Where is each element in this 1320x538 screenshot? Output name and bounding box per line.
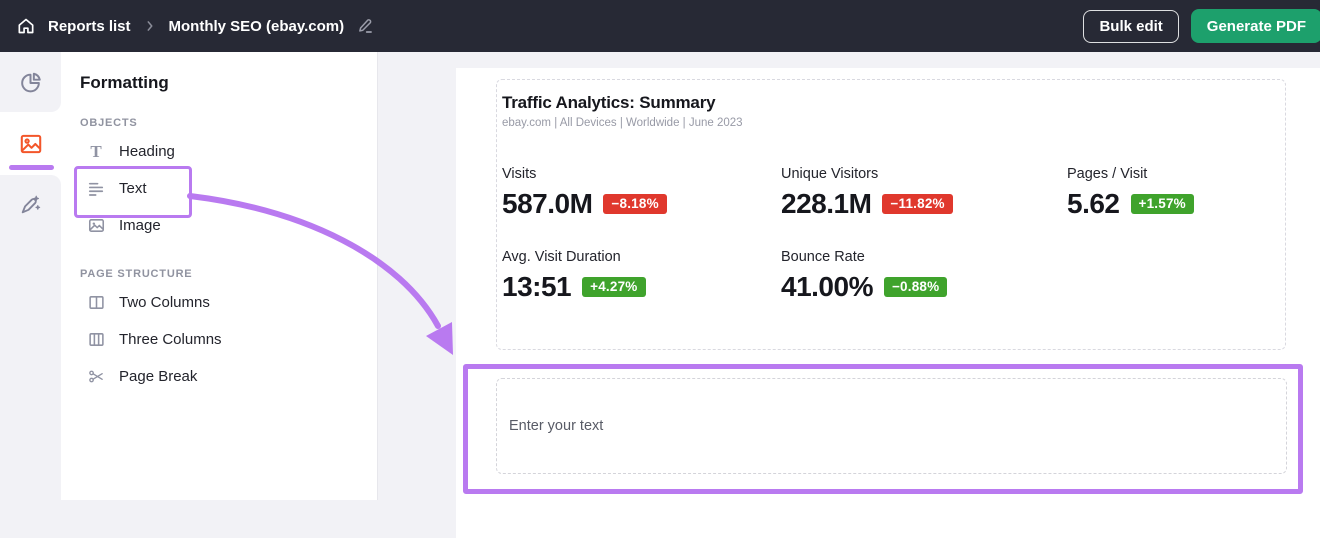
magic-wand-icon xyxy=(18,192,43,217)
panel-item-label: Two Columns xyxy=(119,294,210,311)
report-canvas: Traffic Analytics: Summary ebay.com | Al… xyxy=(378,52,1320,538)
panel-item-label: Page Break xyxy=(119,368,198,385)
metric-avg-visit-duration: Avg. Visit Duration 13:51 +4.27% xyxy=(502,249,781,301)
image-tab-icon xyxy=(18,131,44,157)
metric-label: Visits xyxy=(502,166,537,182)
rail-tab-formatting[interactable] xyxy=(0,112,61,175)
section-heading-objects: OBJECTS xyxy=(80,117,138,129)
rail-tab-design[interactable] xyxy=(0,175,61,500)
metric-value: 13:51 xyxy=(502,271,572,302)
generate-pdf-button[interactable]: Generate PDF xyxy=(1190,9,1320,43)
panel-item-heading[interactable]: T Heading xyxy=(80,133,359,170)
heading-icon: T xyxy=(90,142,102,161)
panel-title: Formatting xyxy=(80,73,169,92)
panel-item-image[interactable]: Image xyxy=(80,207,359,244)
metric-value: 228.1M xyxy=(781,188,872,219)
panel-item-two-columns[interactable]: Two Columns xyxy=(80,284,359,321)
scissors-icon xyxy=(87,368,105,385)
section-heading-page-structure: PAGE STRUCTURE xyxy=(80,268,193,280)
rail-tab-widgets[interactable] xyxy=(0,52,61,112)
change-badge: +1.57% xyxy=(1130,193,1194,215)
panel-item-label: Text xyxy=(119,180,147,197)
metric-visits: Visits 587.0M −8.18% xyxy=(502,166,781,218)
breadcrumb-reports-list[interactable]: Reports list xyxy=(48,17,131,35)
workspace: Formatting OBJECTS T Heading Text xyxy=(0,52,1320,538)
metric-label: Avg. Visit Duration xyxy=(502,249,621,265)
metric-label: Bounce Rate xyxy=(781,249,865,265)
sidebar-icon-rail xyxy=(0,52,61,500)
edit-pencil-icon[interactable] xyxy=(356,17,375,36)
change-badge: +4.27% xyxy=(582,276,646,298)
metric-bounce-rate: Bounce Rate 41.00% −0.88% xyxy=(781,249,1067,301)
change-badge: −0.88% xyxy=(883,276,948,298)
panel-item-page-break[interactable]: Page Break xyxy=(80,358,359,395)
traffic-analytics-summary-widget[interactable]: Traffic Analytics: Summary ebay.com | Al… xyxy=(496,79,1286,350)
panel-item-label: Heading xyxy=(119,143,175,160)
metric-label: Unique Visitors xyxy=(781,166,879,182)
breadcrumb-report-name: Monthly SEO (ebay.com) xyxy=(168,17,345,35)
two-columns-icon xyxy=(87,294,105,311)
change-badge: −11.82% xyxy=(882,193,953,215)
metric-label: Pages / Visit xyxy=(1067,166,1148,182)
active-tab-underline xyxy=(9,165,54,170)
text-widget-input[interactable]: Enter your text xyxy=(496,378,1287,474)
selected-text-widget[interactable]: Enter your text xyxy=(463,364,1303,494)
formatting-panel: Formatting OBJECTS T Heading Text xyxy=(61,52,378,500)
widget-subtitle: ebay.com | All Devices | Worldwide | Jun… xyxy=(502,117,743,129)
home-icon[interactable] xyxy=(16,16,36,36)
metric-value: 41.00% xyxy=(781,271,873,302)
widget-title: Traffic Analytics: Summary xyxy=(502,93,716,112)
panel-item-label: Three Columns xyxy=(119,331,222,348)
metric-pages-per-visit: Pages / Visit 5.62 +1.57% xyxy=(1067,166,1275,218)
report-page: Traffic Analytics: Summary ebay.com | Al… xyxy=(456,68,1320,538)
image-icon xyxy=(87,217,105,234)
text-lines-icon xyxy=(87,180,105,197)
panel-item-text[interactable]: Text xyxy=(74,166,359,218)
pie-chart-icon xyxy=(18,70,43,95)
panel-item-label: Image xyxy=(119,217,161,234)
bulk-edit-button[interactable]: Bulk edit xyxy=(1083,9,1179,43)
metric-value: 5.62 xyxy=(1067,188,1120,219)
three-columns-icon xyxy=(87,331,105,348)
chevron-right-icon xyxy=(143,19,157,33)
metrics-grid: Visits 587.0M −8.18% Unique Visitors 228… xyxy=(502,166,1275,301)
metric-value: 587.0M xyxy=(502,188,593,219)
text-widget-placeholder: Enter your text xyxy=(509,418,604,434)
metric-unique-visitors: Unique Visitors 228.1M −11.82% xyxy=(781,166,1067,218)
change-badge: −8.18% xyxy=(603,193,667,215)
panel-item-three-columns[interactable]: Three Columns xyxy=(80,321,359,358)
topbar: Reports list Monthly SEO (ebay.com) Bulk… xyxy=(0,0,1320,52)
